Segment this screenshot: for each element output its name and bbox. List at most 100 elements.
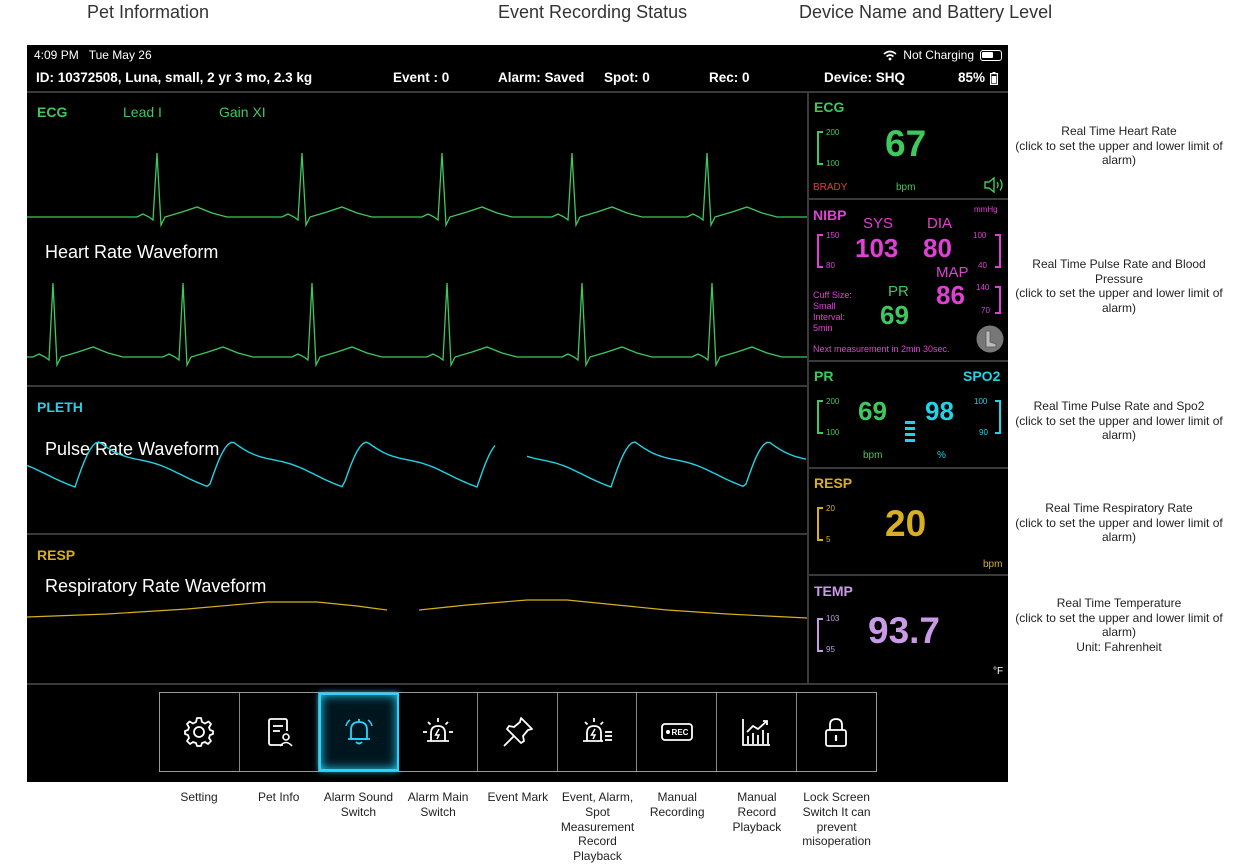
resp-channel-label: RESP [37,547,76,563]
pr-upper-limit: 200 [826,397,840,406]
temp-panel[interactable]: TEMP 103 95 93.7 °F [809,576,1008,683]
nibp-start-icon[interactable] [976,325,1004,353]
nibp-pr-value: 69 [880,300,909,330]
callout-pet-information: Pet Information [87,2,210,22]
alarm-main-switch-button[interactable] [398,693,479,771]
status-time-date: 4:09 PM Tue May 26 [34,48,152,62]
pet-info-button[interactable] [239,693,320,771]
heart-rate-value: 67 [885,123,927,164]
alarm-sound-switch-button[interactable] [319,693,399,771]
dia-lower-limit: 40 [978,261,987,270]
pet-info-icon [267,718,293,747]
callout-device-battery: Device Name and Battery Level [799,2,1053,22]
resp-lower-limit: 5 [826,535,831,544]
temperature-value: 93.7 [868,610,941,651]
callout-temp: Real Time Temperature (click to set the … [1015,596,1223,654]
callout-event-status: Event Recording Status [498,2,688,22]
lock-icon [825,718,848,747]
interval-value: 5min [813,323,833,333]
toolbar-caption-2: Alarm Sound Switch [323,790,394,819]
toolbar-caption-0: Setting [180,790,218,804]
respiratory-rate-waveform-label: Respiratory Rate Waveform [45,576,267,596]
nibp-panel[interactable]: NIBP mmHg SYS DIA 150 80 103 80 100 40 M… [809,200,1008,362]
ecg-panel[interactable]: ECG 200 100 67 BRADY bpm [809,93,1008,200]
spo2-lower-limit: 90 [979,428,988,437]
sys-upper-limit: 150 [826,231,840,240]
pleth-channel-label: PLETH [37,399,83,415]
resp-upper-limit: 20 [826,504,835,513]
interval-label: Interval: [813,312,846,322]
callout-heart-rate: Real Time Heart Rate (click to set the u… [1015,124,1223,167]
ecg-status: BRADY [813,182,848,193]
rec-icon: REC [660,723,693,741]
toolbar-caption-8: Lock Screen Switch It can prevent misope… [802,790,871,849]
pet-info-text[interactable]: ID: 10372508, Luna, small, 2 yr 3 mo, 2.… [36,70,313,85]
ecg-waveform [27,152,807,368]
rec-count: Rec: 0 [709,70,750,85]
alarm-light-icon [422,718,453,742]
map-lower-limit: 70 [981,306,990,315]
spo2-unit: % [937,450,946,461]
toolbar-caption-7: Manual Record Playback [732,790,782,834]
ecg-gain-label[interactable]: Gain XI [219,104,266,120]
spot-count: Spot: 0 [604,70,650,85]
temp-limit-bracket [817,618,823,652]
resp-panel-title: RESP [814,475,853,491]
info-bar: ID: 10372508, Luna, small, 2 yr 3 mo, 2.… [27,67,1008,91]
toolbar-caption-3: Alarm Main Switch [407,790,469,819]
battery-icon [980,49,1002,61]
gear-icon [184,717,215,747]
manual-record-playback-button[interactable] [716,693,797,771]
svg-text:REC: REC [671,728,688,737]
resp-panel[interactable]: RESP 20 5 20 bpm [809,469,1008,576]
temp-unit: °F [993,666,1004,677]
sys-label: SYS [863,215,894,232]
pr-spo2-panel[interactable]: PR SPO2 200 100 69 98 100 90 bpm % [809,362,1008,469]
toolbar-caption-1: Pet Info [258,790,300,804]
pulse-rate-value: 69 [858,396,887,426]
ecg-limit-bracket [817,131,823,165]
battery-level: 85% [958,70,986,85]
toolbar-caption-4: Event Mark [487,790,549,804]
speaker-icon[interactable] [983,176,1005,194]
ecg-upper-limit: 200 [826,128,840,137]
charging-status: Not Charging [903,48,974,62]
event-mark-button[interactable] [478,693,558,771]
heart-rate-waveform-label: Heart Rate Waveform [45,242,219,262]
spo2-limit-bracket [995,400,1001,434]
manual-recording-button[interactable]: REC [637,693,717,771]
alarm-list-icon [583,718,613,742]
temp-lower-limit: 95 [826,645,835,654]
bell-icon [345,719,373,745]
record-playback-button[interactable] [557,693,638,771]
temp-upper-limit: 103 [826,614,840,623]
cuff-size-label: Cuff Size: [813,290,852,300]
map-upper-limit: 140 [976,283,990,292]
monitor-screen: 4:09 PM Tue May 26 Not Charging ID: 1037… [27,45,1008,782]
ecg-unit: bpm [896,182,916,193]
sys-limit-bracket [817,234,823,268]
map-value: 86 [936,280,965,310]
pleth-waveform [27,441,807,488]
dia-upper-limit: 100 [973,231,987,240]
map-label: MAP [936,264,969,281]
resp-limit-bracket [817,507,823,541]
dia-label: DIA [927,215,953,232]
dia-value: 80 [923,233,952,263]
ecg-lead-label[interactable]: Lead I [123,104,162,120]
spo2-panel-title: SPO2 [963,368,1001,384]
ecg-channel-label: ECG [37,104,68,120]
status-bar: 4:09 PM Tue May 26 Not Charging [27,45,1008,65]
nibp-pr-label: PR [888,283,909,300]
sys-value: 103 [855,233,899,263]
resp-unit: bpm [983,559,1003,570]
lock-screen-button[interactable] [796,693,877,771]
device-name: Device: SHQ [824,70,906,85]
pulse-rate-waveform-label: Pulse Rate Waveform [45,439,220,459]
chart-icon [742,719,771,746]
pr-panel-title: PR [814,368,834,384]
resp-waveform [27,599,807,619]
setting-button[interactable] [160,693,240,771]
battery-vertical-icon [990,72,998,85]
sys-lower-limit: 80 [826,261,835,270]
